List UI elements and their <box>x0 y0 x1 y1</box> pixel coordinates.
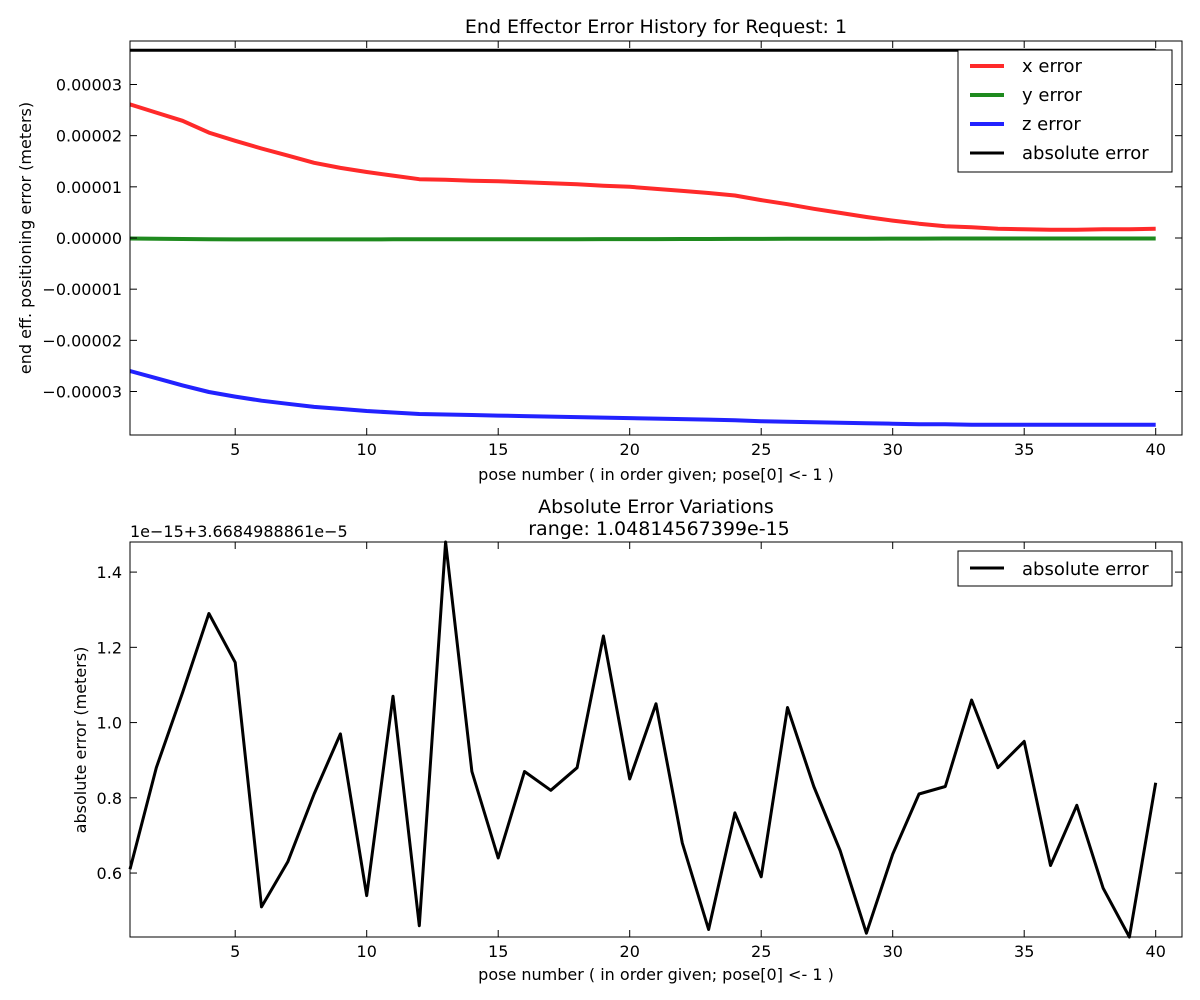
y-tick-label: 0.00002 <box>56 127 122 146</box>
chart-2-title: Absolute Error Variations <box>538 496 774 518</box>
legend-label-y-error: y error <box>1022 85 1083 106</box>
legend-label-x-error: x error <box>1022 56 1083 77</box>
chart-2-x-ticks: 5 10 15 20 25 30 35 40 <box>230 542 1166 961</box>
x-tick-label: 5 <box>230 440 240 459</box>
y-tick-label: 0.6 <box>97 864 122 883</box>
y-tick-label: −0.00002 <box>42 331 122 350</box>
chart-2-subtitle: range: 1.04814567399e-15 <box>528 518 790 540</box>
chart-1-y-ticks: −0.00003 −0.00002 −0.00001 0.00000 0.00001 0.… <box>42 75 1182 402</box>
x-tick-label: 40 <box>1146 440 1166 459</box>
y-tick-label: 0.00000 <box>56 229 122 248</box>
chart-2-legend: absolute error <box>957 550 1173 587</box>
chart-1-x-ticks: 5 10 15 20 25 30 35 40 <box>230 41 1166 459</box>
series-line-x-error <box>129 102 1156 232</box>
y-tick-label: 1.4 <box>97 563 122 582</box>
chart-2-y-ticks: 0.6 0.8 1.0 1.2 1.4 <box>97 563 1182 883</box>
x-tick-label: 25 <box>751 440 771 459</box>
x-tick-label: 25 <box>751 942 771 961</box>
chart-2-plot-frame <box>129 541 1183 938</box>
y-tick-label: −0.00001 <box>42 280 122 299</box>
chart-1-y-axis-label: end eff. positioning error (meters) <box>16 102 35 374</box>
x-tick-label: 15 <box>488 942 508 961</box>
x-tick-label: 30 <box>883 942 903 961</box>
y-tick-label: 0.00001 <box>56 178 122 197</box>
legend-label-absolute-error: absolute error <box>1022 559 1149 580</box>
chart-1-x-axis-label: pose number ( in order given; pose[0] <-… <box>478 465 834 484</box>
x-tick-label: 35 <box>1014 440 1034 459</box>
chart-2-y-axis-label: absolute error (meters) <box>71 647 90 834</box>
x-tick-label: 5 <box>230 942 240 961</box>
series-line-z-error <box>129 369 1156 427</box>
x-tick-label: 10 <box>357 942 377 961</box>
x-tick-label: 35 <box>1014 942 1034 961</box>
x-tick-label: 30 <box>883 440 903 459</box>
chart-2: Absolute Error Variations range: 1.04814… <box>71 496 1183 984</box>
x-tick-label: 20 <box>620 942 640 961</box>
chart-2-x-axis-label: pose number ( in order given; pose[0] <-… <box>478 965 834 984</box>
chart-2-offset-text: 1e−15+3.6684988861e−5 <box>130 522 348 541</box>
chart-1-title: End Effector Error History for Request: … <box>465 16 847 38</box>
chart-1-legend: x error y error z error absolute error <box>957 49 1173 173</box>
y-tick-label: 1.2 <box>97 638 122 657</box>
series-line-absolute-error <box>128 540 1158 939</box>
x-tick-label: 10 <box>357 440 377 459</box>
x-tick-label: 40 <box>1146 942 1166 961</box>
y-tick-label: 0.8 <box>97 789 122 808</box>
y-tick-label: 0.00003 <box>56 75 122 94</box>
y-tick-label: 1.0 <box>97 714 122 733</box>
legend-label-z-error: z error <box>1022 114 1081 135</box>
legend-label-absolute-error: absolute error <box>1022 143 1149 164</box>
x-tick-label: 15 <box>488 440 508 459</box>
chart-1: End Effector Error History for Request: … <box>16 16 1183 484</box>
series-line-y-error <box>129 236 1156 242</box>
chart-2-series <box>128 540 1158 939</box>
x-tick-label: 20 <box>620 440 640 459</box>
y-tick-label: −0.00003 <box>42 383 122 402</box>
